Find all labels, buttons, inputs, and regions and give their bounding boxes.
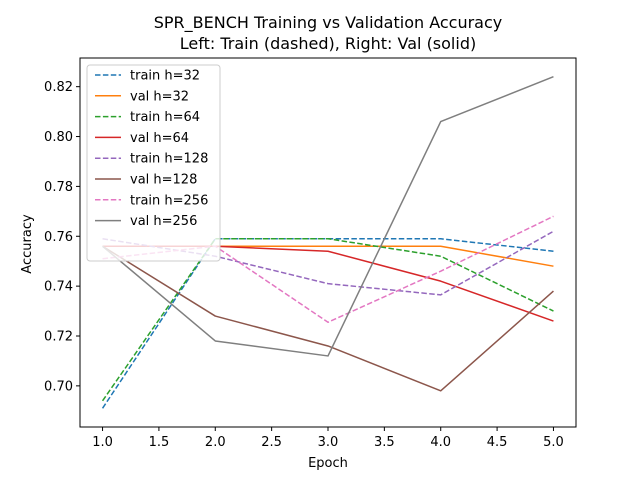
x-axis-label: Epoch <box>308 456 348 471</box>
x-tick-label-5: 3.5 <box>374 435 395 450</box>
y-tick-label-5: 0.80 <box>44 130 73 145</box>
x-tick-label-8: 5.0 <box>543 435 564 450</box>
x-tick-label-1: 1.5 <box>149 435 170 450</box>
x-tick-label-7: 4.5 <box>487 435 508 450</box>
legend-label-7: val h=256 <box>130 214 197 229</box>
series-line-7 <box>102 76 554 357</box>
legend: train h=32 val h=32 train h=64 val h=64 trai… <box>86 64 221 262</box>
x-tick-label-0: 1.0 <box>92 435 113 450</box>
x-tick-label-6: 4.0 <box>430 435 451 450</box>
axes-frame <box>79 57 577 428</box>
legend-label-6: train h=256 <box>130 193 208 208</box>
legend-label-1: val h=32 <box>130 89 189 104</box>
y-tick-label-3: 0.76 <box>44 230 73 245</box>
legend-label-5: val h=128 <box>130 173 197 188</box>
tick-layer: 1.0 1.5 2.0 2.5 3.0 3.5 4.0 4.5 5.0 0.70 0.72 0.74 0… <box>44 80 564 450</box>
x-tick-label-3: 2.5 <box>261 435 282 450</box>
x-tick-label-4: 3.0 <box>318 435 339 450</box>
y-axis-label: Accuracy <box>20 214 35 274</box>
y-tick-label-0: 0.70 <box>44 379 73 394</box>
chart-title: SPR_BENCH Training vs Validation Accurac… <box>154 13 503 33</box>
chart-subtitle: Left: Train (dashed), Right: Val (solid) <box>180 34 476 53</box>
x-tick-label-2: 2.0 <box>205 435 226 450</box>
legend-label-3: val h=64 <box>130 131 189 146</box>
legend-label-0: train h=32 <box>130 69 200 84</box>
legend-box <box>86 64 221 262</box>
y-tick-label-1: 0.72 <box>44 329 73 344</box>
legend-label-4: train h=128 <box>130 152 208 167</box>
y-tick-label-6: 0.82 <box>44 80 73 95</box>
y-tick-label-4: 0.78 <box>44 180 73 195</box>
y-tick-label-2: 0.74 <box>44 280 73 295</box>
legend-label-2: train h=64 <box>130 110 200 125</box>
series-line-5 <box>102 245 554 392</box>
